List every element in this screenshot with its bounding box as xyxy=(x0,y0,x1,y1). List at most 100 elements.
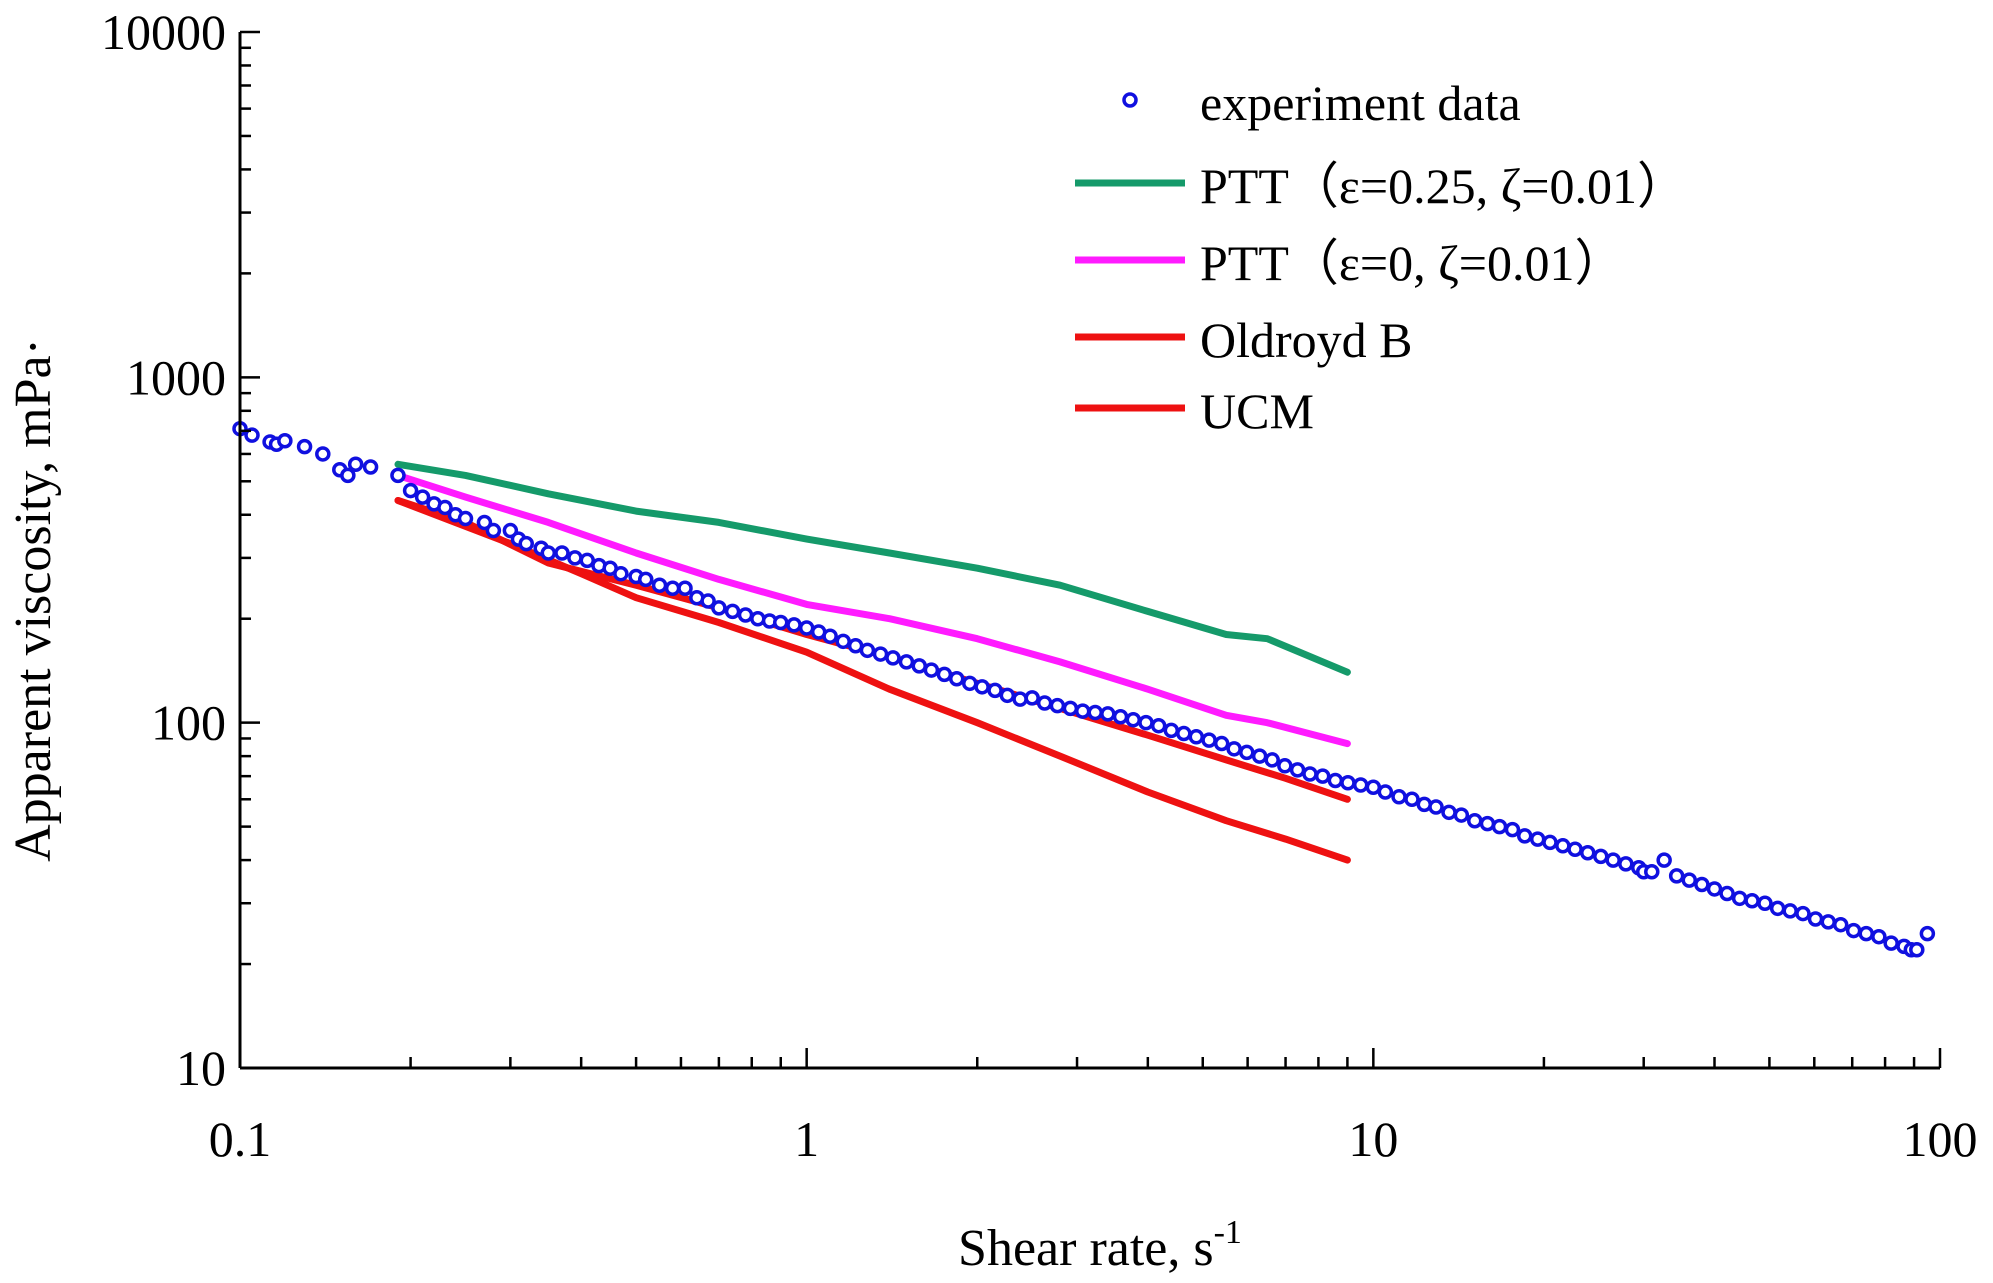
y-tick-label: 100 xyxy=(151,695,226,751)
x-tick-label: 100 xyxy=(1903,1111,1978,1167)
experiment-point xyxy=(1706,881,1723,897)
y-tick-label: 10 xyxy=(176,1040,226,1096)
experiment-point xyxy=(1012,691,1028,707)
experiment-point xyxy=(859,642,876,659)
experiment-point xyxy=(1694,876,1710,893)
legend: experiment data PTT（ε=0.25, ζ=0.01） PTT（ε=… xyxy=(1075,75,1687,439)
experiment-point xyxy=(1529,831,1546,847)
experiment-point xyxy=(1858,925,1874,942)
experiment-point xyxy=(1163,722,1180,739)
experiment-point xyxy=(898,654,915,670)
experiment-point xyxy=(1150,717,1167,734)
experiment-point xyxy=(1516,828,1533,844)
y-tick-label: 1000 xyxy=(126,349,226,405)
experiment-point xyxy=(677,580,693,597)
experiment-point xyxy=(1656,852,1672,868)
legend-label: UCM xyxy=(1200,383,1314,439)
series-line xyxy=(394,471,1351,748)
experiment-point xyxy=(567,550,583,566)
y-tick-label: 10000 xyxy=(101,4,226,60)
experiment-point xyxy=(1125,711,1142,728)
experiment-point xyxy=(1757,895,1773,911)
experiment-point xyxy=(1404,791,1420,808)
experiment-point xyxy=(1391,789,1407,805)
experiment-point xyxy=(1618,856,1634,872)
experiment-point xyxy=(1467,812,1483,829)
experiment-point xyxy=(948,671,965,687)
experiment-point xyxy=(1580,845,1596,861)
experiment-point xyxy=(700,593,716,609)
experiment-point xyxy=(1264,752,1280,768)
x-axis-title-superscript: -1 xyxy=(1214,1214,1242,1251)
legend-marker xyxy=(1122,92,1138,108)
experiment-point xyxy=(1062,700,1079,717)
experiment-point xyxy=(1820,914,1836,930)
experiment-point xyxy=(1239,744,1255,761)
experiment-point xyxy=(1327,772,1344,789)
experiment-point xyxy=(772,614,789,631)
experiment-point xyxy=(1074,703,1091,719)
experiment-point xyxy=(457,510,474,527)
experiment-point xyxy=(911,658,927,674)
experiment-point xyxy=(1593,848,1609,865)
legend-label: Oldroyd B xyxy=(1200,312,1413,368)
experiment-point xyxy=(1213,735,1230,752)
experiment-point xyxy=(1555,838,1571,854)
experiment-point xyxy=(402,482,419,499)
experiment-point xyxy=(1377,784,1394,800)
experiment-point xyxy=(1919,925,1936,942)
experiment-point xyxy=(1277,758,1293,774)
experiment-point xyxy=(872,646,889,662)
y-axis-title: Apparent viscosity, mPa· xyxy=(5,338,62,862)
experiment-point xyxy=(936,666,953,683)
axes xyxy=(238,32,1940,1070)
experiment-point xyxy=(711,600,727,616)
experiment-point xyxy=(1428,799,1444,815)
x-tick-label: 0.1 xyxy=(209,1111,272,1167)
experiment-point xyxy=(1024,690,1040,706)
axis-tick-labels: 10 100 1000 10000 0.1 1 10 100 xyxy=(101,4,1978,1167)
experiment-point xyxy=(1795,905,1811,922)
experiment-point xyxy=(1479,815,1496,832)
experiment-point xyxy=(244,427,260,443)
series-lines xyxy=(394,460,1351,864)
experiment-point xyxy=(923,662,940,678)
experiment-point xyxy=(1138,714,1154,731)
experiment-point xyxy=(1845,922,1862,939)
experiment-points xyxy=(232,420,1936,958)
experiment-point xyxy=(315,446,331,462)
experiment-point xyxy=(1340,774,1356,791)
experiment-point xyxy=(1453,807,1470,823)
experiment-point xyxy=(999,687,1016,704)
experiment-point xyxy=(277,433,293,449)
experiment-point xyxy=(347,456,364,473)
experiment-point xyxy=(485,522,502,539)
experiment-point xyxy=(296,438,313,455)
experiment-point xyxy=(822,628,838,644)
legend-label: PTT（ε=0.25, ζ=0.01） xyxy=(1200,158,1687,214)
experiment-point xyxy=(1744,893,1760,909)
x-tick-label: 10 xyxy=(1348,1111,1398,1167)
experiment-point xyxy=(1681,872,1698,888)
experiment-point xyxy=(1100,706,1116,722)
legend-label: experiment data xyxy=(1200,75,1521,131)
experiment-point xyxy=(1769,900,1786,917)
experiment-point xyxy=(518,535,535,552)
experiment-point xyxy=(1188,729,1205,745)
x-axis-title: Shear rate, s-1 xyxy=(958,1214,1242,1277)
experiment-point xyxy=(1807,911,1824,927)
experiment-point xyxy=(437,499,453,516)
x-axis-title-text: Shear rate, s xyxy=(958,1220,1214,1277)
experiment-point xyxy=(1719,885,1735,902)
experiment-point xyxy=(340,467,356,484)
experiment-point xyxy=(1782,903,1798,919)
experiment-point xyxy=(1226,741,1242,757)
experiment-point xyxy=(554,545,570,561)
experiment-point xyxy=(1504,821,1521,838)
experiment-point xyxy=(637,571,654,588)
experiment-point xyxy=(974,679,990,695)
experiment-point xyxy=(1289,762,1306,778)
experiment-point xyxy=(1176,725,1192,742)
experiment-point xyxy=(613,565,629,582)
experiment-point xyxy=(1883,935,1899,951)
